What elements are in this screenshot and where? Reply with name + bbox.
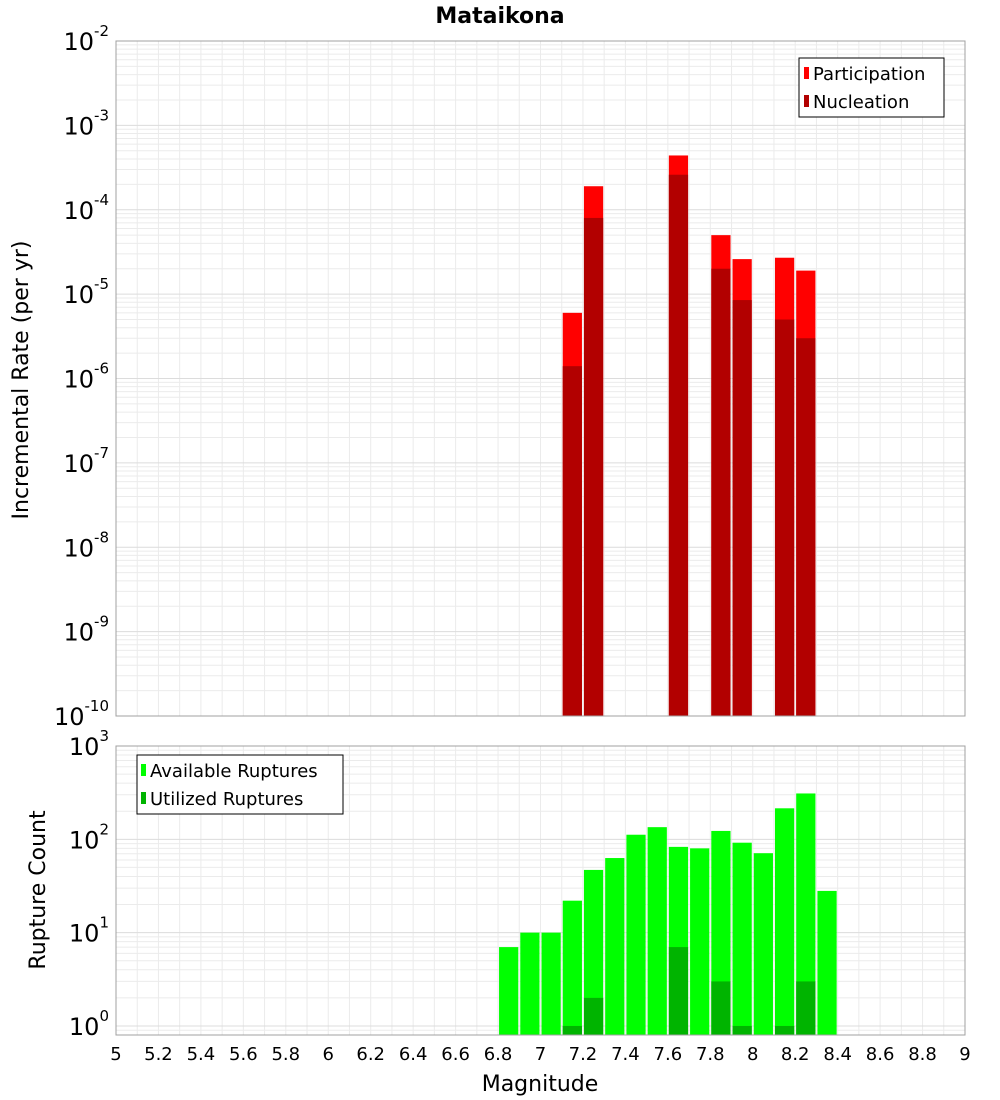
utilized-ruptures-legend-label: Utilized Ruptures [150, 789, 303, 810]
nucleation-bar [732, 300, 752, 716]
x-tick-label: 8 [747, 1044, 758, 1065]
participation-legend-swatch [804, 67, 809, 79]
utilized-ruptures-bar [668, 947, 689, 1035]
utilized-ruptures-bar [774, 1025, 795, 1035]
x-tick-label: 6 [323, 1044, 334, 1065]
x-tick-label: 7.4 [611, 1044, 640, 1065]
nucleation-bar [774, 319, 795, 716]
y-tick-label: 10-2 [63, 22, 109, 56]
x-tick-label: 7 [535, 1044, 546, 1065]
nucleation-bar [668, 174, 689, 716]
x-tick-label: 6.8 [484, 1044, 513, 1065]
rupture-count-panel: 103 102 101 100 5 5.2 5.4 5.6 5.8 6 6.2 6.4 6.6 6.8 7… [26, 727, 971, 1097]
y-tick-label: 100 [69, 1007, 109, 1041]
x-tick-label: 8.6 [866, 1044, 895, 1065]
x-tick-label: 7.8 [696, 1044, 725, 1065]
x-tick-label: 5 [110, 1044, 121, 1065]
x-tick-label: 5.6 [229, 1044, 258, 1065]
utilized-ruptures-bar [796, 981, 816, 1035]
available-ruptures-bar [732, 842, 752, 1035]
rate-panel-y-ticks: 10-2 10-3 10-4 10-5 10-6 10-7 10-8 10-9 10-10 [54, 22, 109, 731]
nucleation-bar [796, 338, 816, 716]
utilized-ruptures-bar [562, 1025, 582, 1035]
available-ruptures-bar [562, 900, 582, 1035]
rupture-panel-bars [499, 793, 837, 1035]
available-ruptures-legend-swatch [141, 764, 146, 776]
rupture-legend: Available Ruptures Utilized Ruptures [136, 754, 344, 815]
rate-panel-grid [115, 40, 966, 717]
nucleation-bar [562, 366, 582, 716]
utilized-ruptures-legend-swatch [141, 792, 146, 804]
y-tick-label: 10-9 [63, 613, 109, 647]
y-tick-label: 102 [69, 820, 109, 854]
x-tick-label: 5.8 [271, 1044, 300, 1065]
x-tick-label: 6.4 [399, 1044, 428, 1065]
nucleation-bar [711, 268, 731, 716]
y-tick-label: 10-7 [63, 444, 109, 478]
utilized-ruptures-bar [583, 997, 604, 1035]
available-ruptures-bar [541, 932, 561, 1035]
utilized-ruptures-bar [711, 981, 731, 1035]
available-ruptures-bar [796, 793, 816, 1035]
rate-panel-bars [562, 155, 816, 716]
nucleation-legend-label: Nucleation [813, 92, 909, 113]
x-tick-label: 7.6 [654, 1044, 683, 1065]
x-tick-label: 5.4 [187, 1044, 216, 1065]
available-ruptures-bar [753, 853, 773, 1035]
x-axis-label: Magnitude [482, 1072, 599, 1097]
available-ruptures-bar [583, 869, 604, 1035]
x-tick-label: 7.2 [569, 1044, 598, 1065]
nucleation-bar [583, 217, 604, 716]
y-tick-label: 10-6 [63, 360, 109, 394]
x-tick-label: 5.2 [144, 1044, 173, 1065]
available-ruptures-bar [690, 848, 710, 1035]
y-tick-label: 10-10 [54, 697, 109, 731]
y-tick-label: 10-4 [63, 191, 109, 225]
rupture-y-axis-label: Rupture Count [26, 810, 51, 970]
rate-panel: 10-2 10-3 10-4 10-5 10-6 10-7 10-8 10-9 10-10 In… [9, 22, 966, 731]
utilized-ruptures-bar [732, 1025, 752, 1035]
x-tick-label: 9 [959, 1044, 970, 1065]
chart-title: Mataikona [435, 4, 564, 29]
rate-legend: Participation Nucleation [798, 57, 945, 118]
available-ruptures-legend-label: Available Ruptures [150, 761, 318, 782]
available-ruptures-bar [774, 808, 795, 1035]
rate-legend-box [798, 57, 945, 118]
y-tick-label: 10-8 [63, 528, 109, 562]
x-tick-label: 6.6 [441, 1044, 470, 1065]
y-tick-label: 103 [69, 727, 109, 761]
rate-panel-frame [115, 40, 966, 717]
y-tick-label: 101 [69, 914, 109, 948]
x-tick-label: 8.2 [781, 1044, 810, 1065]
available-ruptures-bar [499, 947, 519, 1035]
participation-legend-label: Participation [813, 64, 925, 85]
x-tick-label: 8.8 [908, 1044, 937, 1065]
rupture-panel-y-ticks: 103 102 101 100 [69, 727, 109, 1041]
y-tick-label: 10-3 [63, 106, 109, 140]
x-tick-label: 8.4 [823, 1044, 852, 1065]
rupture-panel-frame [115, 745, 966, 1036]
available-ruptures-bar [520, 932, 540, 1035]
available-ruptures-bar [605, 858, 625, 1035]
x-tick-label: 6.2 [356, 1044, 385, 1065]
rate-y-axis-label: Incremental Rate (per yr) [9, 241, 34, 520]
available-ruptures-bar [626, 834, 646, 1035]
rupture-legend-box [136, 754, 344, 815]
nucleation-legend-swatch [804, 95, 809, 107]
available-ruptures-bar [647, 827, 667, 1035]
magnitude-x-ticks: 5 5.2 5.4 5.6 5.8 6 6.2 6.4 6.6 6.8 7 7.2 7.4 7.6 7.8 8… [110, 1044, 970, 1065]
y-tick-label: 10-5 [63, 275, 109, 309]
available-ruptures-bar [817, 890, 837, 1035]
